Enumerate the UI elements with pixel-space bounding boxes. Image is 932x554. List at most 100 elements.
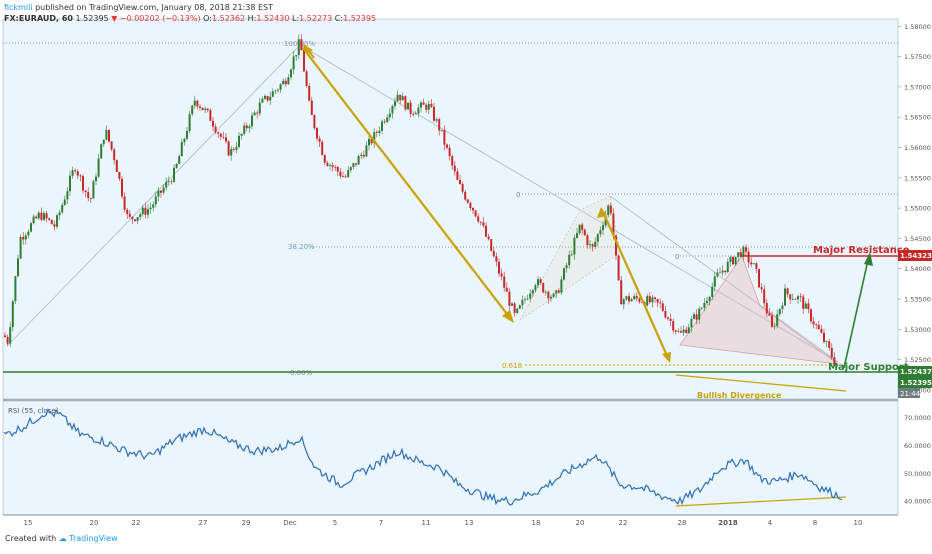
ohlc-line: FX:EURAUD, 60 1.52395 ▼ −0.00202 (−0.13%… [4, 13, 376, 24]
candle-body [329, 165, 331, 167]
time-tick-label: Dec [283, 519, 297, 527]
rsi-pane[interactable] [2, 400, 899, 516]
candle-body [186, 131, 188, 139]
price-change: ▼ −0.00202 (−0.13%) [111, 14, 201, 23]
candle-body [173, 167, 175, 182]
tradingview-brand[interactable]: TradingView [69, 534, 118, 543]
candle-body [448, 147, 451, 157]
rsi-line [3, 408, 843, 506]
time-tick-label: 13 [465, 519, 474, 527]
candle-body [404, 96, 407, 110]
candle-body [66, 191, 69, 200]
time-tick-label: 28 [678, 519, 687, 527]
candle-body [108, 129, 110, 142]
candle-body [222, 136, 225, 138]
candle-body [258, 102, 261, 114]
candle-body [440, 129, 443, 131]
candle-body [326, 162, 329, 167]
candle-body [555, 290, 558, 294]
high-value: 1.52430 [256, 14, 290, 23]
candle-body [409, 102, 412, 114]
candle-body [22, 237, 25, 240]
candle-body [123, 196, 126, 210]
candle-body [760, 287, 763, 290]
candle-body [656, 299, 659, 303]
candle-body [365, 145, 368, 157]
candle-body [464, 191, 467, 200]
candle-body [724, 270, 727, 273]
candle-body [472, 207, 474, 211]
candle-body [563, 268, 565, 280]
candle-body [11, 301, 14, 328]
candle-body [201, 107, 204, 111]
candle-body [323, 155, 326, 163]
footer: Created with ☁ TradingView [5, 534, 118, 543]
candle-body [721, 270, 724, 273]
candle-body [417, 107, 420, 114]
candle-body [35, 216, 38, 219]
candle-body [297, 39, 300, 56]
candle-body [797, 296, 799, 300]
candle-body [227, 141, 230, 156]
candle-body [466, 199, 469, 203]
candle-body [776, 314, 779, 326]
time-tick-label: 22 [619, 519, 628, 527]
candle-body [596, 234, 599, 242]
candle-body [789, 294, 792, 300]
candle-body [204, 108, 207, 111]
time-tick-label: 29 [242, 519, 251, 527]
high-label: H: [247, 14, 257, 23]
candle-body [591, 244, 594, 247]
candle-body [534, 285, 537, 291]
time-tick-label: 27 [199, 519, 208, 527]
countdown-badge: 21:44 [900, 390, 921, 398]
candle-body [308, 86, 311, 101]
candle-body [794, 298, 797, 300]
candle-body [284, 80, 287, 85]
candle-body [490, 239, 493, 251]
candle-body [331, 165, 334, 167]
candle-body [706, 300, 708, 304]
rsi-tick-label: 50.0000 [904, 470, 931, 478]
candle-body [191, 105, 194, 115]
candle-body [511, 303, 513, 306]
candle-body [817, 324, 820, 330]
candle-body [287, 77, 290, 85]
candle-body [396, 94, 399, 102]
price-pane[interactable] [2, 18, 899, 400]
rsi-tick-label: 60.0000 [904, 442, 931, 450]
candle-body [84, 190, 87, 193]
candle-body [687, 327, 690, 333]
candle-body [388, 113, 391, 118]
candle-body [71, 170, 74, 176]
candle-body [565, 265, 568, 269]
candle-body [295, 55, 298, 57]
fib-label-0b: 0 [675, 253, 679, 261]
price-badges: 1.54323 1.52437 1.52395 21:44 [898, 250, 932, 398]
author-link[interactable]: fickmili [4, 3, 33, 12]
candle-body [765, 303, 768, 314]
candle-body [360, 154, 363, 157]
candle-body [487, 236, 490, 240]
candle-body [225, 137, 227, 142]
candle-body [136, 217, 139, 221]
time-tick-label: 11 [422, 519, 431, 527]
candle-body [336, 167, 339, 172]
candle-body [160, 190, 162, 193]
support-resistance-lines: Major Resistance Major Support [3, 245, 910, 373]
candle-body [154, 196, 157, 205]
candle-body [113, 149, 116, 161]
candle-body [599, 230, 602, 235]
candle-body [529, 293, 532, 299]
candle-body [474, 210, 477, 217]
candle-body [300, 39, 303, 51]
candle-body [825, 341, 828, 343]
candle-body [820, 329, 823, 333]
candle-body [217, 132, 220, 134]
candle-body [578, 224, 581, 234]
time-tick-label: 15 [24, 519, 33, 527]
candle-body [303, 50, 305, 72]
publish-info: published on TradingView.com, January 08… [35, 3, 274, 12]
